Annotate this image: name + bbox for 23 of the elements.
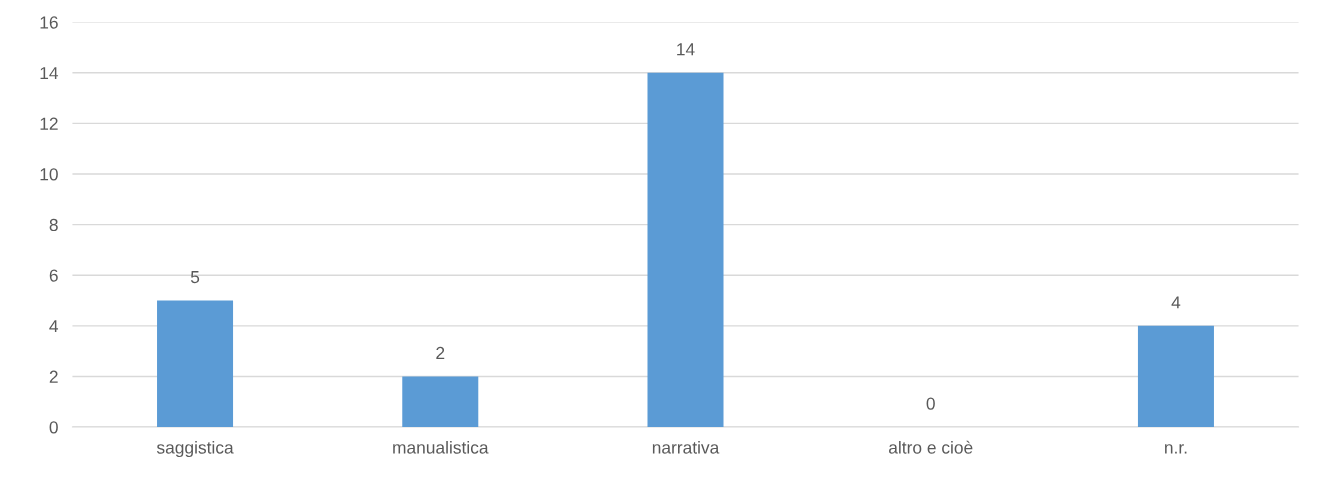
data-label: 0 — [926, 397, 935, 410]
bar — [402, 376, 479, 428]
y-tick-label: 16 — [40, 16, 58, 29]
y-tick-label: 2 — [49, 370, 58, 383]
bar — [647, 72, 724, 428]
x-tick-label: n.r. — [1165, 444, 1187, 454]
y-tick-label: 0 — [49, 421, 58, 434]
y-tick-label: 6 — [49, 269, 58, 282]
y-tick-label: 10 — [40, 168, 58, 181]
y-tick-label: 8 — [49, 218, 58, 232]
y-tick-label: 4 — [49, 320, 59, 333]
data-label: 5 — [190, 271, 200, 284]
x-tick-label: altro e cioè — [889, 440, 973, 454]
data-label: 2 — [436, 346, 445, 359]
y-tick-label: 14 — [40, 67, 59, 80]
bar — [157, 300, 234, 428]
x-tick-label: narrativa — [652, 440, 720, 454]
y-tick-label: 12 — [40, 117, 58, 130]
x-tick-label: manualistica — [393, 440, 489, 454]
data-label: 14 — [677, 43, 695, 56]
bar — [1137, 325, 1214, 428]
x-tick-label: saggistica — [156, 440, 234, 458]
data-label: 4 — [1171, 296, 1181, 309]
